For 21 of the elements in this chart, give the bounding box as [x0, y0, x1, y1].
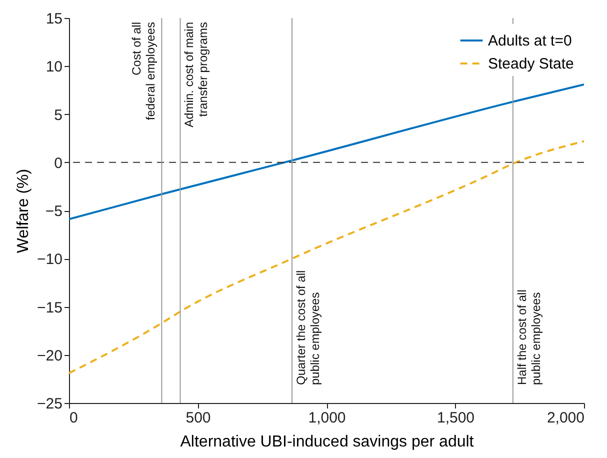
y-tick-label: −5	[45, 203, 62, 220]
y-tick-label: 5	[54, 106, 62, 124]
ref-line-label: Half the cost of all public employees	[514, 290, 543, 385]
y-tick-label: −20	[37, 347, 62, 364]
y-tick-label: −15	[37, 299, 62, 316]
x-tick-label: 500	[186, 410, 211, 426]
y-axis-title: Welfare (%)	[15, 168, 32, 254]
ref-line-label: Quarter the cost of all public employees	[294, 270, 322, 385]
x-tick-label: 2,000	[546, 410, 584, 426]
legend-label: Adults at t=0	[488, 32, 572, 50]
y-tick-label: 15	[46, 10, 62, 28]
y-tick-label: 10	[46, 58, 62, 76]
y-tick-label: −25	[37, 396, 62, 412]
x-axis-title: Alternative UBI-induced savings per adult	[180, 434, 474, 450]
x-tick-label: 1,000	[308, 410, 346, 426]
y-tick-label: 0	[54, 154, 62, 172]
y-tick-label: −10	[37, 251, 62, 268]
legend-label: Steady State	[488, 56, 574, 72]
x-tick-label: 1,500	[436, 410, 475, 426]
x-tick-label: 0	[70, 410, 78, 426]
ref-line-label: Cost of all federal employees	[130, 22, 158, 120]
